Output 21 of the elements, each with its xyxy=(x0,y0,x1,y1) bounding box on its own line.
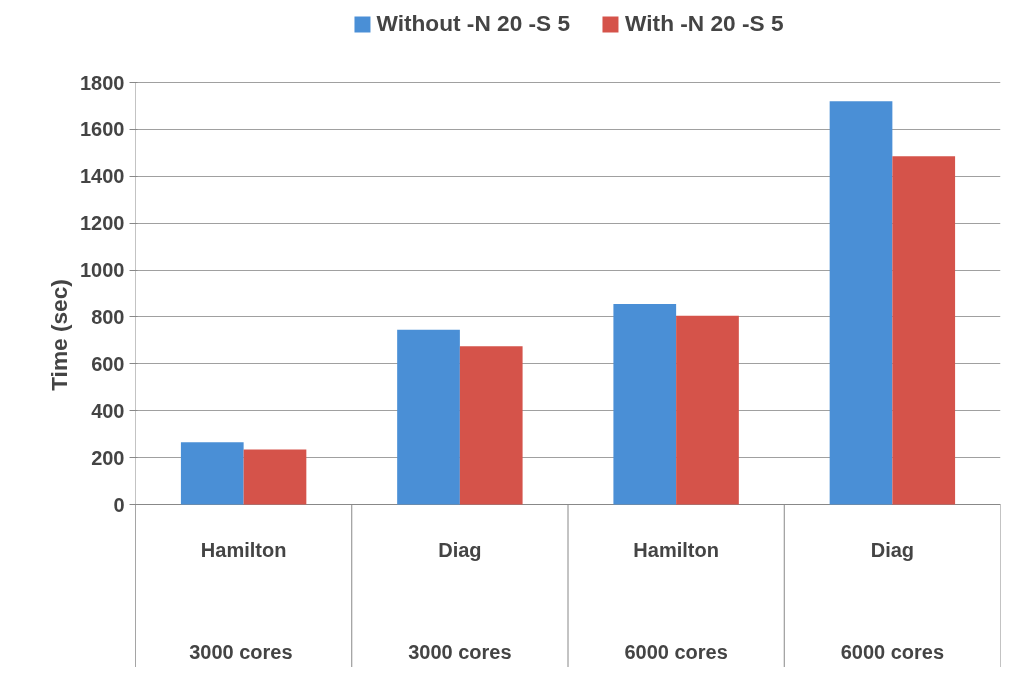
y-tick-label: 1400 xyxy=(80,165,125,188)
legend-label: With -N 20 -S 5 xyxy=(625,10,784,37)
x-tick-label: Diag xyxy=(870,538,915,561)
y-tick-label: 0 xyxy=(113,493,125,516)
y-tick-label: 800 xyxy=(91,305,125,328)
text: 6000 cores xyxy=(624,640,728,663)
x-tick-label: Hamilton xyxy=(633,538,719,561)
text: 6000 cores xyxy=(840,640,945,663)
y-tick-label: 400 xyxy=(91,399,125,422)
text: 3000 cores xyxy=(189,640,293,663)
text: 3000 cores xyxy=(408,640,512,663)
y-tick-label: 1200 xyxy=(80,212,125,235)
y-tick-label: 1800 xyxy=(80,71,125,94)
y-tick-label: 1600 xyxy=(80,118,125,141)
y-tick-label: 600 xyxy=(91,352,125,375)
x-tick-label: Hamilton xyxy=(200,538,287,561)
y-tick-label: 200 xyxy=(91,446,125,469)
x-tick-label: Diag xyxy=(438,538,482,561)
y-tick-label: 1000 xyxy=(80,259,125,282)
y-axis-title: Time (sec) xyxy=(46,279,73,391)
legend-label: Without -N 20 -S 5 xyxy=(376,10,571,37)
